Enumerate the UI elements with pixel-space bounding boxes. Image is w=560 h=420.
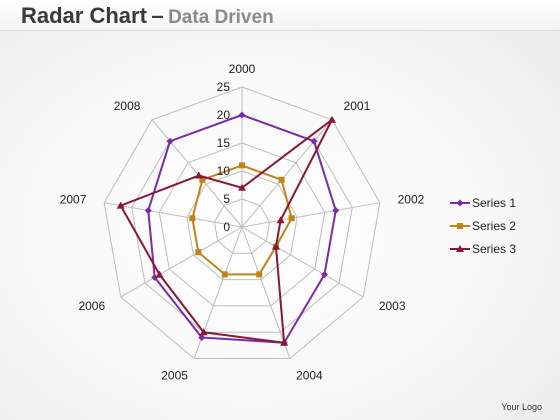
legend-label: Series 3 [472, 241, 517, 256]
grid-ring [103, 86, 381, 360]
category-label: 2001 [344, 99, 371, 113]
data-point [199, 328, 208, 336]
series-group [189, 162, 295, 278]
grid-spoke [120, 226, 243, 298]
category-label: 2004 [296, 368, 323, 382]
data-point [239, 162, 245, 169]
category-label: 2003 [379, 299, 406, 313]
data-point [288, 215, 295, 222]
chart-legend: Series 1 Series 2 Series 3 [450, 191, 550, 260]
legend-swatch [450, 199, 470, 206]
data-point [116, 201, 125, 209]
title-subtitle: Data Driven [168, 7, 274, 28]
legend-swatch [450, 222, 470, 229]
grid-spoke [241, 119, 333, 228]
legend-label: Series 1 [472, 195, 517, 210]
grid-spoke [151, 119, 243, 228]
scale-tick-label: 0 [223, 220, 230, 234]
grid-spoke [241, 226, 291, 359]
series-group [116, 115, 336, 346]
data-point [144, 206, 152, 214]
data-point [256, 271, 263, 278]
data-point [194, 171, 203, 179]
header-bar: Radar Chart – Data Driven [0, 0, 560, 31]
title-dash: – [151, 3, 164, 28]
data-point [189, 215, 196, 222]
category-label: 2008 [114, 99, 141, 113]
data-point [280, 338, 289, 346]
data-point [276, 216, 285, 224]
series-group [144, 111, 340, 347]
legend-item: Series 3 [450, 237, 550, 260]
category-label: 2000 [229, 62, 256, 76]
data-point [456, 199, 464, 206]
data-point [457, 222, 463, 229]
radar-labels: 0 5 10 15 20 25 2000 2001 2002 2003 2004 2005 2006 20… [60, 62, 425, 382]
series-line [119, 118, 333, 344]
grid-spoke [241, 226, 364, 298]
data-point [221, 271, 228, 278]
scale-tick-label: 20 [217, 108, 231, 122]
scale-tick-label: 5 [223, 192, 230, 206]
data-point [310, 137, 318, 145]
legend-item: Series 2 [450, 214, 550, 237]
data-point [238, 183, 246, 191]
data-point [278, 176, 285, 183]
series-line [191, 164, 293, 276]
data-point [327, 115, 336, 123]
scale-tick-label: 25 [217, 80, 231, 94]
radar-series [116, 111, 340, 347]
scale-tick-label: 10 [217, 164, 231, 178]
grid-ring [158, 142, 326, 307]
category-label: 2006 [78, 299, 105, 313]
category-label: 2007 [60, 193, 87, 207]
data-point [198, 334, 206, 342]
category-label: 2005 [161, 368, 188, 382]
title-main: Radar Chart [21, 3, 147, 28]
data-point [199, 176, 206, 183]
series-line [147, 114, 337, 344]
data-point [155, 270, 164, 278]
data-point [166, 137, 174, 145]
grid-ring [131, 114, 353, 333]
grid-ring [213, 198, 271, 254]
radar-grid [103, 86, 381, 360]
data-point [238, 111, 246, 119]
data-point [195, 249, 202, 256]
legend-swatch [450, 244, 470, 252]
data-point [151, 273, 159, 281]
data-point [332, 206, 340, 214]
footer-logo: Your Logo [501, 402, 542, 412]
data-point [320, 271, 328, 279]
category-label: 2002 [398, 193, 425, 207]
grid-spoke [241, 202, 380, 228]
data-point [271, 242, 280, 250]
grid-spoke [104, 202, 243, 228]
legend-item: Series 1 [450, 191, 550, 214]
page-title: Radar Chart – Data Driven [21, 3, 274, 29]
legend-label: Series 2 [472, 218, 517, 233]
scale-tick-label: 15 [217, 136, 231, 150]
data-point [456, 244, 464, 252]
